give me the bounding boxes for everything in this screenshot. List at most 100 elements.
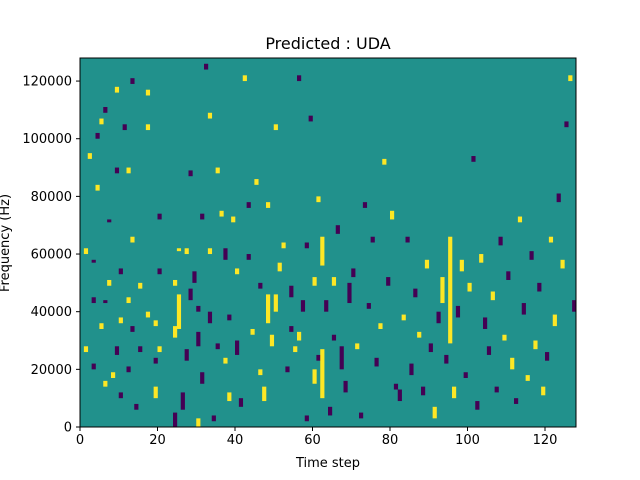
- heatmap-cell: [459, 259, 464, 272]
- x-tick-label: 20: [149, 433, 166, 448]
- heatmap-cell: [223, 357, 228, 364]
- heatmap-cell: [196, 418, 201, 427]
- heatmap-cell: [176, 248, 182, 252]
- heatmap-cell: [145, 311, 151, 318]
- heatmap-cell: [235, 268, 240, 275]
- heatmap-cell: [103, 380, 108, 387]
- heatmap-cell: [138, 282, 143, 289]
- heatmap-cell: [238, 398, 244, 407]
- heatmap-cell: [246, 202, 251, 208]
- heatmap-cell: [421, 386, 426, 396]
- heatmap-cell: [289, 285, 294, 298]
- heatmap-background: [80, 58, 576, 427]
- heatmap-cell: [312, 369, 317, 384]
- heatmap-cell: [533, 340, 538, 350]
- heatmap-cell: [331, 334, 337, 341]
- heatmap-cell: [118, 268, 123, 275]
- heatmap-cell: [521, 303, 526, 315]
- y-tick-label: 20000: [31, 363, 72, 378]
- heatmap-cell: [211, 415, 216, 422]
- heatmap-cell: [339, 346, 344, 370]
- heatmap-cell: [130, 326, 135, 332]
- heatmap-cell: [176, 294, 182, 329]
- heatmap-cell: [107, 279, 112, 286]
- heatmap-cell: [359, 412, 364, 419]
- heatmap-cell: [351, 268, 356, 278]
- heatmap-cell: [118, 392, 123, 399]
- heatmap-cell: [335, 225, 340, 234]
- heatmap-cell: [486, 346, 492, 355]
- heatmap-cell: [308, 115, 313, 122]
- heatmap-cell: [320, 349, 325, 399]
- x-tick-label: 60: [304, 433, 321, 448]
- heatmap-cell: [126, 167, 131, 174]
- heatmap-cell: [91, 297, 96, 304]
- y-tick-label: 0: [64, 421, 72, 436]
- heatmap-cell: [417, 331, 422, 338]
- heatmap-cell: [432, 406, 437, 419]
- heatmap-cell: [157, 346, 162, 353]
- heatmap-cell: [409, 363, 414, 376]
- heatmap-cell: [502, 334, 507, 341]
- heatmap-cell: [130, 236, 135, 243]
- heatmap-cell: [114, 346, 120, 355]
- heatmap-cell: [188, 288, 193, 301]
- heatmap-cell: [467, 282, 472, 292]
- heatmap-cell: [258, 282, 263, 289]
- heatmap-cell: [215, 343, 220, 350]
- y-axis-label: Frequency (Hz): [0, 194, 13, 292]
- heatmap-cell: [273, 294, 278, 312]
- heatmap-cell: [328, 406, 333, 416]
- heatmap-cell: [153, 320, 158, 327]
- x-tick-label: 40: [227, 433, 244, 448]
- heatmap-cell: [440, 277, 445, 304]
- heatmap-cell: [266, 294, 271, 324]
- heatmap-cell: [490, 291, 495, 301]
- heatmap-cell: [173, 412, 178, 427]
- heatmap-cell: [374, 357, 379, 367]
- heatmap-cell: [324, 300, 329, 312]
- y-axis: 0 20000 40000 60000 80000 100000 120000: [22, 75, 80, 436]
- heatmap-cell: [157, 213, 162, 220]
- heatmap-cell: [556, 193, 561, 203]
- heatmap-cell: [300, 300, 306, 312]
- heatmap-cell: [281, 242, 286, 249]
- heatmap-cell: [273, 124, 278, 131]
- heatmap-cell: [242, 75, 247, 82]
- heatmap-cell: [258, 369, 263, 376]
- heatmap-cell: [386, 277, 391, 286]
- heatmap-cell: [173, 279, 178, 286]
- heatmap-cell: [130, 78, 135, 84]
- heatmap-cell: [95, 184, 100, 191]
- heatmap-cell: [498, 236, 503, 246]
- heatmap-cell: [510, 357, 515, 370]
- heatmap-cell: [157, 268, 162, 275]
- heatmap-cell: [378, 323, 383, 329]
- heatmap-cell: [107, 219, 112, 223]
- heatmap-cell: [184, 248, 189, 255]
- heatmap-cell: [200, 372, 205, 384]
- heatmap-cell: [452, 386, 457, 399]
- heatmap-cell: [83, 346, 89, 353]
- heatmap-cell: [343, 380, 348, 393]
- heatmap-cell: [138, 346, 143, 353]
- heatmap-cell: [99, 323, 104, 329]
- heatmap-cell: [525, 375, 530, 381]
- heatmap-cell: [111, 372, 116, 378]
- x-axis: 0 20 40 60 80 100 120: [76, 427, 558, 448]
- heatmap-cell: [114, 167, 120, 174]
- heatmap-cell: [401, 314, 406, 321]
- y-tick-label: 80000: [31, 190, 72, 205]
- heatmap-cell: [235, 340, 240, 355]
- heatmap-cell: [312, 277, 317, 286]
- heatmap-cell: [103, 300, 108, 304]
- heatmap-cell: [180, 392, 185, 410]
- heatmap-cell: [122, 124, 127, 131]
- heatmap-cell: [188, 170, 193, 177]
- heatmap-cell: [436, 311, 441, 324]
- heatmap-cell: [83, 248, 89, 255]
- heatmap-cell: [285, 366, 290, 373]
- heatmap-cell: [564, 121, 569, 128]
- heatmap-cell: [103, 107, 108, 113]
- x-tick-label: 120: [533, 433, 558, 448]
